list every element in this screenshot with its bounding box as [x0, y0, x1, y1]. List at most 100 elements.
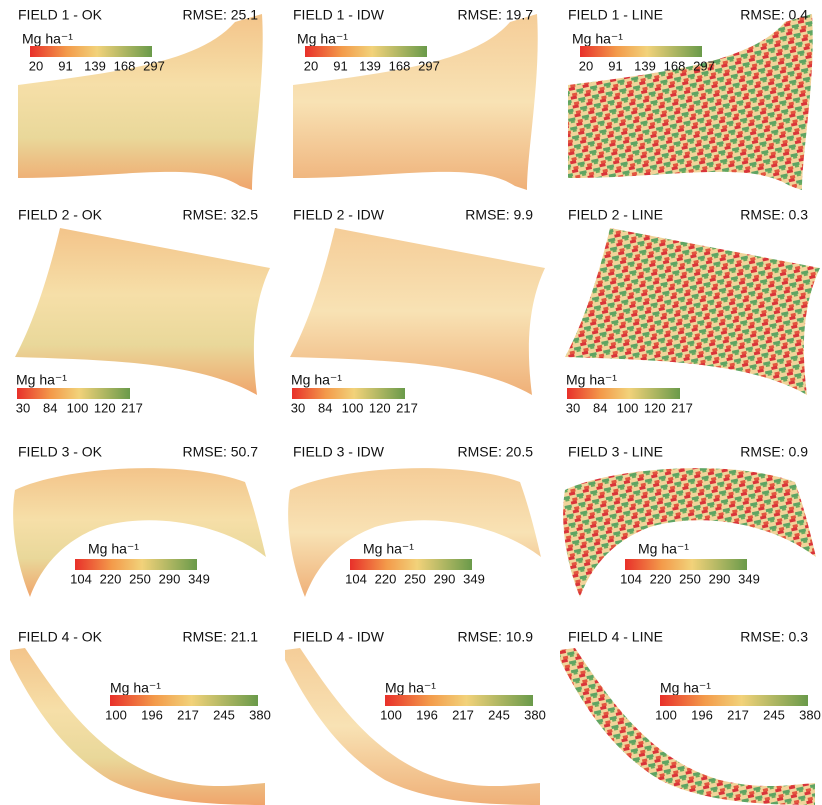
- legend-tick: 250: [679, 571, 701, 586]
- legend-unit: Mg ha⁻¹: [566, 372, 617, 388]
- legend-tick: 245: [213, 707, 235, 722]
- color-bar: [305, 46, 427, 57]
- legend-tick: 30: [566, 400, 580, 415]
- legend-tick: 168: [664, 58, 686, 73]
- legend-tick: 297: [418, 58, 440, 73]
- legend-tick: 139: [84, 58, 106, 73]
- field-map: [10, 648, 265, 805]
- color-bar: [30, 46, 152, 57]
- rmse-label: RMSE: 21.1: [183, 629, 259, 645]
- legend-tick: 20: [29, 58, 43, 73]
- color-bar: [292, 388, 405, 399]
- legend-tick: 20: [304, 58, 318, 73]
- legend-tick: 380: [524, 707, 546, 722]
- panel-title: FIELD 3 - OK: [18, 444, 103, 460]
- legend-unit: Mg ha⁻¹: [291, 372, 342, 388]
- legend-tick: 104: [620, 571, 642, 586]
- legend-tick: 220: [650, 571, 672, 586]
- field-map: [290, 228, 545, 395]
- legend-tick: 91: [608, 58, 622, 73]
- rmse-label: RMSE: 50.7: [183, 444, 259, 460]
- panel-title: FIELD 4 - LINE: [568, 629, 663, 645]
- legend-tick: 250: [129, 571, 151, 586]
- legend-tick: 217: [396, 400, 418, 415]
- rmse-label: RMSE: 25.1: [183, 7, 259, 23]
- color-bar: [660, 695, 808, 706]
- legend-tick: 100: [617, 400, 639, 415]
- legend-unit: Mg ha⁻¹: [660, 680, 711, 696]
- legend-tick: 120: [94, 400, 116, 415]
- legend-tick: 380: [799, 707, 821, 722]
- legend-tick: 290: [709, 571, 731, 586]
- legend-unit: Mg ha⁻¹: [110, 680, 161, 696]
- legend-tick: 30: [16, 400, 30, 415]
- legend-tick: 104: [70, 571, 92, 586]
- rmse-label: RMSE: 10.9: [458, 629, 534, 645]
- color-bar: [17, 388, 130, 399]
- legend-tick: 100: [67, 400, 89, 415]
- rmse-label: RMSE: 0.9: [740, 444, 808, 460]
- rmse-label: RMSE: 0.3: [740, 207, 808, 223]
- legend-tick: 84: [593, 400, 607, 415]
- legend-tick: 217: [671, 400, 693, 415]
- figure: FIELD 1 - OK RMSE: 25.1 Mg ha⁻¹ 20 91 139 168 2…: [0, 0, 822, 805]
- panel-title: FIELD 2 - OK: [18, 207, 103, 223]
- legend-tick: 349: [738, 571, 760, 586]
- color-bar: [580, 46, 702, 57]
- legend-tick: 349: [463, 571, 485, 586]
- legend-tick: 217: [121, 400, 143, 415]
- legend-tick: 290: [434, 571, 456, 586]
- legend-tick: 220: [375, 571, 397, 586]
- legend-tick: 100: [105, 707, 127, 722]
- legend-tick: 297: [693, 58, 715, 73]
- rmse-label: RMSE: 9.9: [465, 207, 533, 223]
- rmse-label: RMSE: 20.5: [458, 444, 534, 460]
- legend-tick: 349: [188, 571, 210, 586]
- panel-title: FIELD 1 - OK: [18, 7, 103, 23]
- legend-tick: 139: [634, 58, 656, 73]
- legend-tick: 84: [318, 400, 332, 415]
- legend-tick: 100: [655, 707, 677, 722]
- legend-tick: 217: [177, 707, 199, 722]
- rmse-label: RMSE: 19.7: [458, 7, 534, 23]
- panel-title: FIELD 1 - IDW: [293, 7, 385, 23]
- color-bar: [110, 695, 258, 706]
- legend-tick: 245: [488, 707, 510, 722]
- legend-tick: 91: [333, 58, 347, 73]
- field-map: [15, 228, 270, 395]
- legend-tick: 139: [359, 58, 381, 73]
- panel-title: FIELD 3 - IDW: [293, 444, 385, 460]
- legend-unit: Mg ha⁻¹: [572, 31, 623, 47]
- panel-title: FIELD 2 - LINE: [568, 207, 663, 223]
- legend-tick: 30: [291, 400, 305, 415]
- color-bar: [75, 559, 197, 570]
- rmse-label: RMSE: 32.5: [183, 207, 259, 223]
- panel-title: FIELD 4 - OK: [18, 629, 103, 645]
- legend-tick: 196: [141, 707, 163, 722]
- legend-tick: 196: [416, 707, 438, 722]
- legend-tick: 120: [644, 400, 666, 415]
- legend-tick: 91: [58, 58, 72, 73]
- field-map: [560, 648, 815, 805]
- rmse-label: RMSE: 0.4: [740, 7, 808, 23]
- legend-tick: 168: [114, 58, 136, 73]
- legend-unit: Mg ha⁻¹: [22, 31, 73, 47]
- legend-tick: 100: [380, 707, 402, 722]
- color-bar: [350, 559, 472, 570]
- legend-unit: Mg ha⁻¹: [638, 541, 689, 557]
- field-map: [565, 228, 820, 395]
- legend-tick: 120: [369, 400, 391, 415]
- legend-tick: 168: [389, 58, 411, 73]
- legend-unit: Mg ha⁻¹: [363, 541, 414, 557]
- legend-tick: 20: [579, 58, 593, 73]
- legend-tick: 217: [452, 707, 474, 722]
- legend-unit: Mg ha⁻¹: [385, 680, 436, 696]
- legend-tick: 84: [43, 400, 57, 415]
- color-bar: [625, 559, 747, 570]
- color-bar: [385, 695, 533, 706]
- legend-tick: 290: [159, 571, 181, 586]
- legend-unit: Mg ha⁻¹: [16, 372, 67, 388]
- panel-title: FIELD 2 - IDW: [293, 207, 385, 223]
- color-bar: [567, 388, 680, 399]
- legend-unit: Mg ha⁻¹: [297, 31, 348, 47]
